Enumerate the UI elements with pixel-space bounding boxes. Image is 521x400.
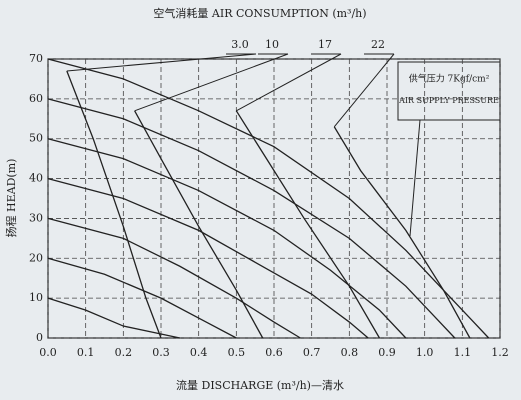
x-tick-label: 0.7 — [303, 346, 321, 359]
curve — [235, 110, 381, 339]
x-tick-label: 0.3 — [152, 346, 170, 359]
chart-title: 空气消耗量 AIR CONSUMPTION (m³/h) — [153, 6, 366, 20]
y-tick-label: 40 — [29, 172, 43, 185]
x-tick-label: 0.6 — [265, 346, 283, 359]
y-tick-label: 70 — [29, 52, 43, 65]
y-tick-label: 60 — [29, 92, 43, 105]
leader-line — [66, 53, 257, 72]
curve — [47, 217, 301, 339]
y-tick-label: 10 — [29, 291, 43, 304]
x-tick-label: 1.0 — [416, 346, 434, 359]
air-consumption-label: 17 — [318, 38, 332, 51]
x-tick-label: 1.2 — [491, 346, 509, 359]
y-tick-label: 0 — [36, 331, 43, 344]
curve — [47, 98, 456, 339]
leader-line — [333, 53, 395, 128]
curve — [47, 138, 407, 339]
pressure-box — [397, 61, 501, 121]
x-tick-label: 0.2 — [115, 346, 133, 359]
air-consumption-label: 10 — [265, 38, 279, 51]
x-tick-label: 0.1 — [77, 346, 95, 359]
curve — [47, 58, 490, 339]
curve — [47, 297, 180, 339]
pressure-label: 供气压力 7Kgf/cm² — [409, 73, 490, 85]
x-axis-label: 流量 DISCHARGE (m³/h)—清水 — [176, 378, 344, 392]
curve — [47, 257, 237, 339]
x-tick-label: 0.8 — [341, 346, 359, 359]
leader-line — [134, 53, 289, 112]
x-tick-label: 1.1 — [454, 346, 472, 359]
leader-line — [409, 119, 421, 237]
air-consumption-label: 3.0 — [231, 38, 249, 51]
y-tick-label: 20 — [29, 251, 43, 264]
curve — [134, 110, 264, 339]
curve — [333, 126, 471, 339]
leader-line — [236, 53, 342, 112]
y-axis-label: 扬程 HEAD(m) — [4, 159, 18, 238]
x-tick-label: 0.9 — [378, 346, 396, 359]
y-tick-label: 50 — [29, 132, 43, 145]
y-tick-label: 30 — [29, 211, 43, 224]
pressure-label: AIR SUPPLY PRESSURE — [398, 96, 499, 105]
x-tick-label: 0.5 — [228, 346, 246, 359]
x-tick-label: 0.0 — [39, 346, 57, 359]
x-tick-label: 0.4 — [190, 346, 208, 359]
air-consumption-label: 22 — [371, 38, 385, 51]
curve — [47, 177, 369, 339]
curve — [66, 70, 162, 339]
